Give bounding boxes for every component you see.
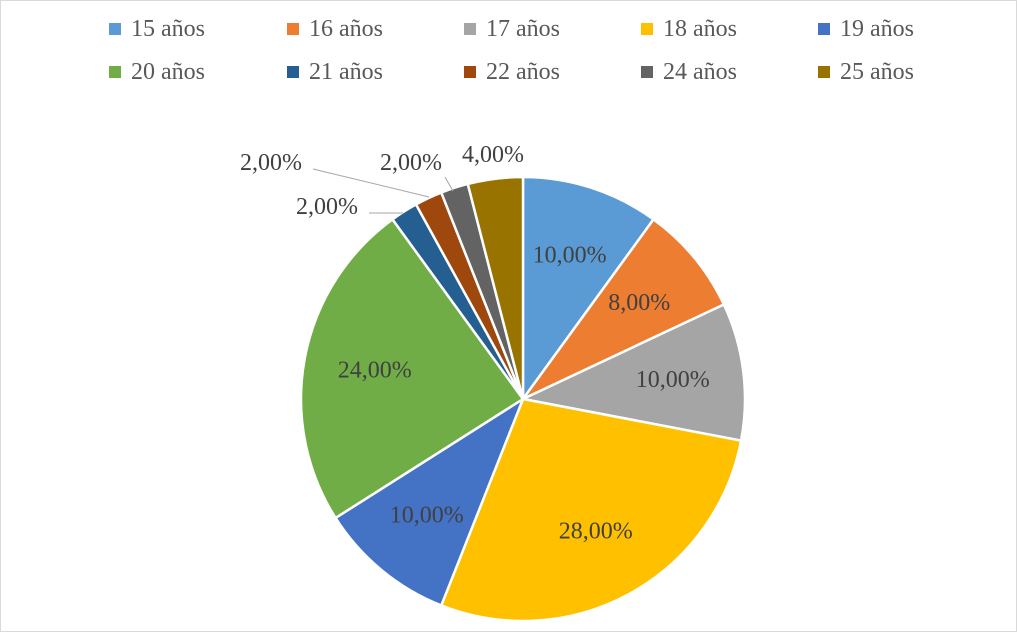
data-label: 2,00%	[240, 150, 302, 176]
legend-swatch	[109, 66, 121, 78]
leader-line	[444, 176, 454, 192]
pie-slice	[521, 217, 726, 401]
legend-swatch	[818, 66, 830, 78]
leader-line	[312, 168, 430, 198]
legend: 15 años 16 años 17 años 18 años 19 años 20 añ…	[1, 1, 1017, 101]
legend-label: 15 años	[131, 15, 205, 42]
data-label: 2,00%	[380, 150, 442, 176]
pie-slice	[439, 397, 743, 623]
legend-swatch	[287, 23, 299, 35]
legend-item: 18 años	[641, 14, 737, 44]
data-label: 24,00%	[338, 358, 412, 384]
legend-swatch	[818, 23, 830, 35]
legend-swatch	[109, 23, 121, 35]
legend-item: 20 años	[109, 57, 205, 87]
legend-item: 19 años	[818, 14, 914, 44]
legend-swatch	[641, 23, 653, 35]
data-label: 28,00%	[559, 518, 633, 544]
pie-slice	[466, 175, 525, 400]
legend-item: 15 años	[109, 14, 205, 44]
legend-label: 24 años	[663, 58, 737, 85]
legend-label: 16 años	[309, 15, 383, 42]
legend-swatch	[464, 66, 476, 78]
legend-label: 19 años	[840, 15, 914, 42]
legend-label: 22 años	[486, 58, 560, 85]
legend-label: 25 años	[840, 58, 914, 85]
legend-label: 20 años	[131, 58, 205, 85]
legend-swatch	[464, 23, 476, 35]
data-label: 10,00%	[533, 242, 607, 268]
legend-item: 22 años	[464, 57, 560, 87]
pie-slice	[299, 217, 525, 520]
pie-slice	[333, 395, 526, 608]
legend-item: 25 años	[818, 57, 914, 87]
legend-item: 21 años	[287, 57, 383, 87]
data-label: 8,00%	[608, 290, 670, 316]
data-label: 10,00%	[390, 502, 464, 528]
data-label: 4,00%	[462, 142, 524, 168]
data-label: 10,00%	[636, 367, 710, 393]
legend-item: 16 años	[287, 14, 383, 44]
legend-swatch	[287, 66, 299, 78]
legend-label: 18 años	[663, 15, 737, 42]
pie-slice	[518, 302, 747, 443]
legend-label: 21 años	[309, 58, 383, 85]
pie-slice	[521, 175, 656, 403]
legend-item: 17 años	[464, 14, 560, 44]
legend-label: 17 años	[486, 15, 560, 42]
data-label: 2,00%	[296, 194, 358, 220]
legend-item: 24 años	[641, 57, 737, 87]
legend-swatch	[641, 66, 653, 78]
